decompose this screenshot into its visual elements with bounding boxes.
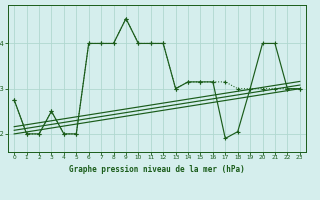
X-axis label: Graphe pression niveau de la mer (hPa): Graphe pression niveau de la mer (hPa)	[69, 165, 245, 174]
